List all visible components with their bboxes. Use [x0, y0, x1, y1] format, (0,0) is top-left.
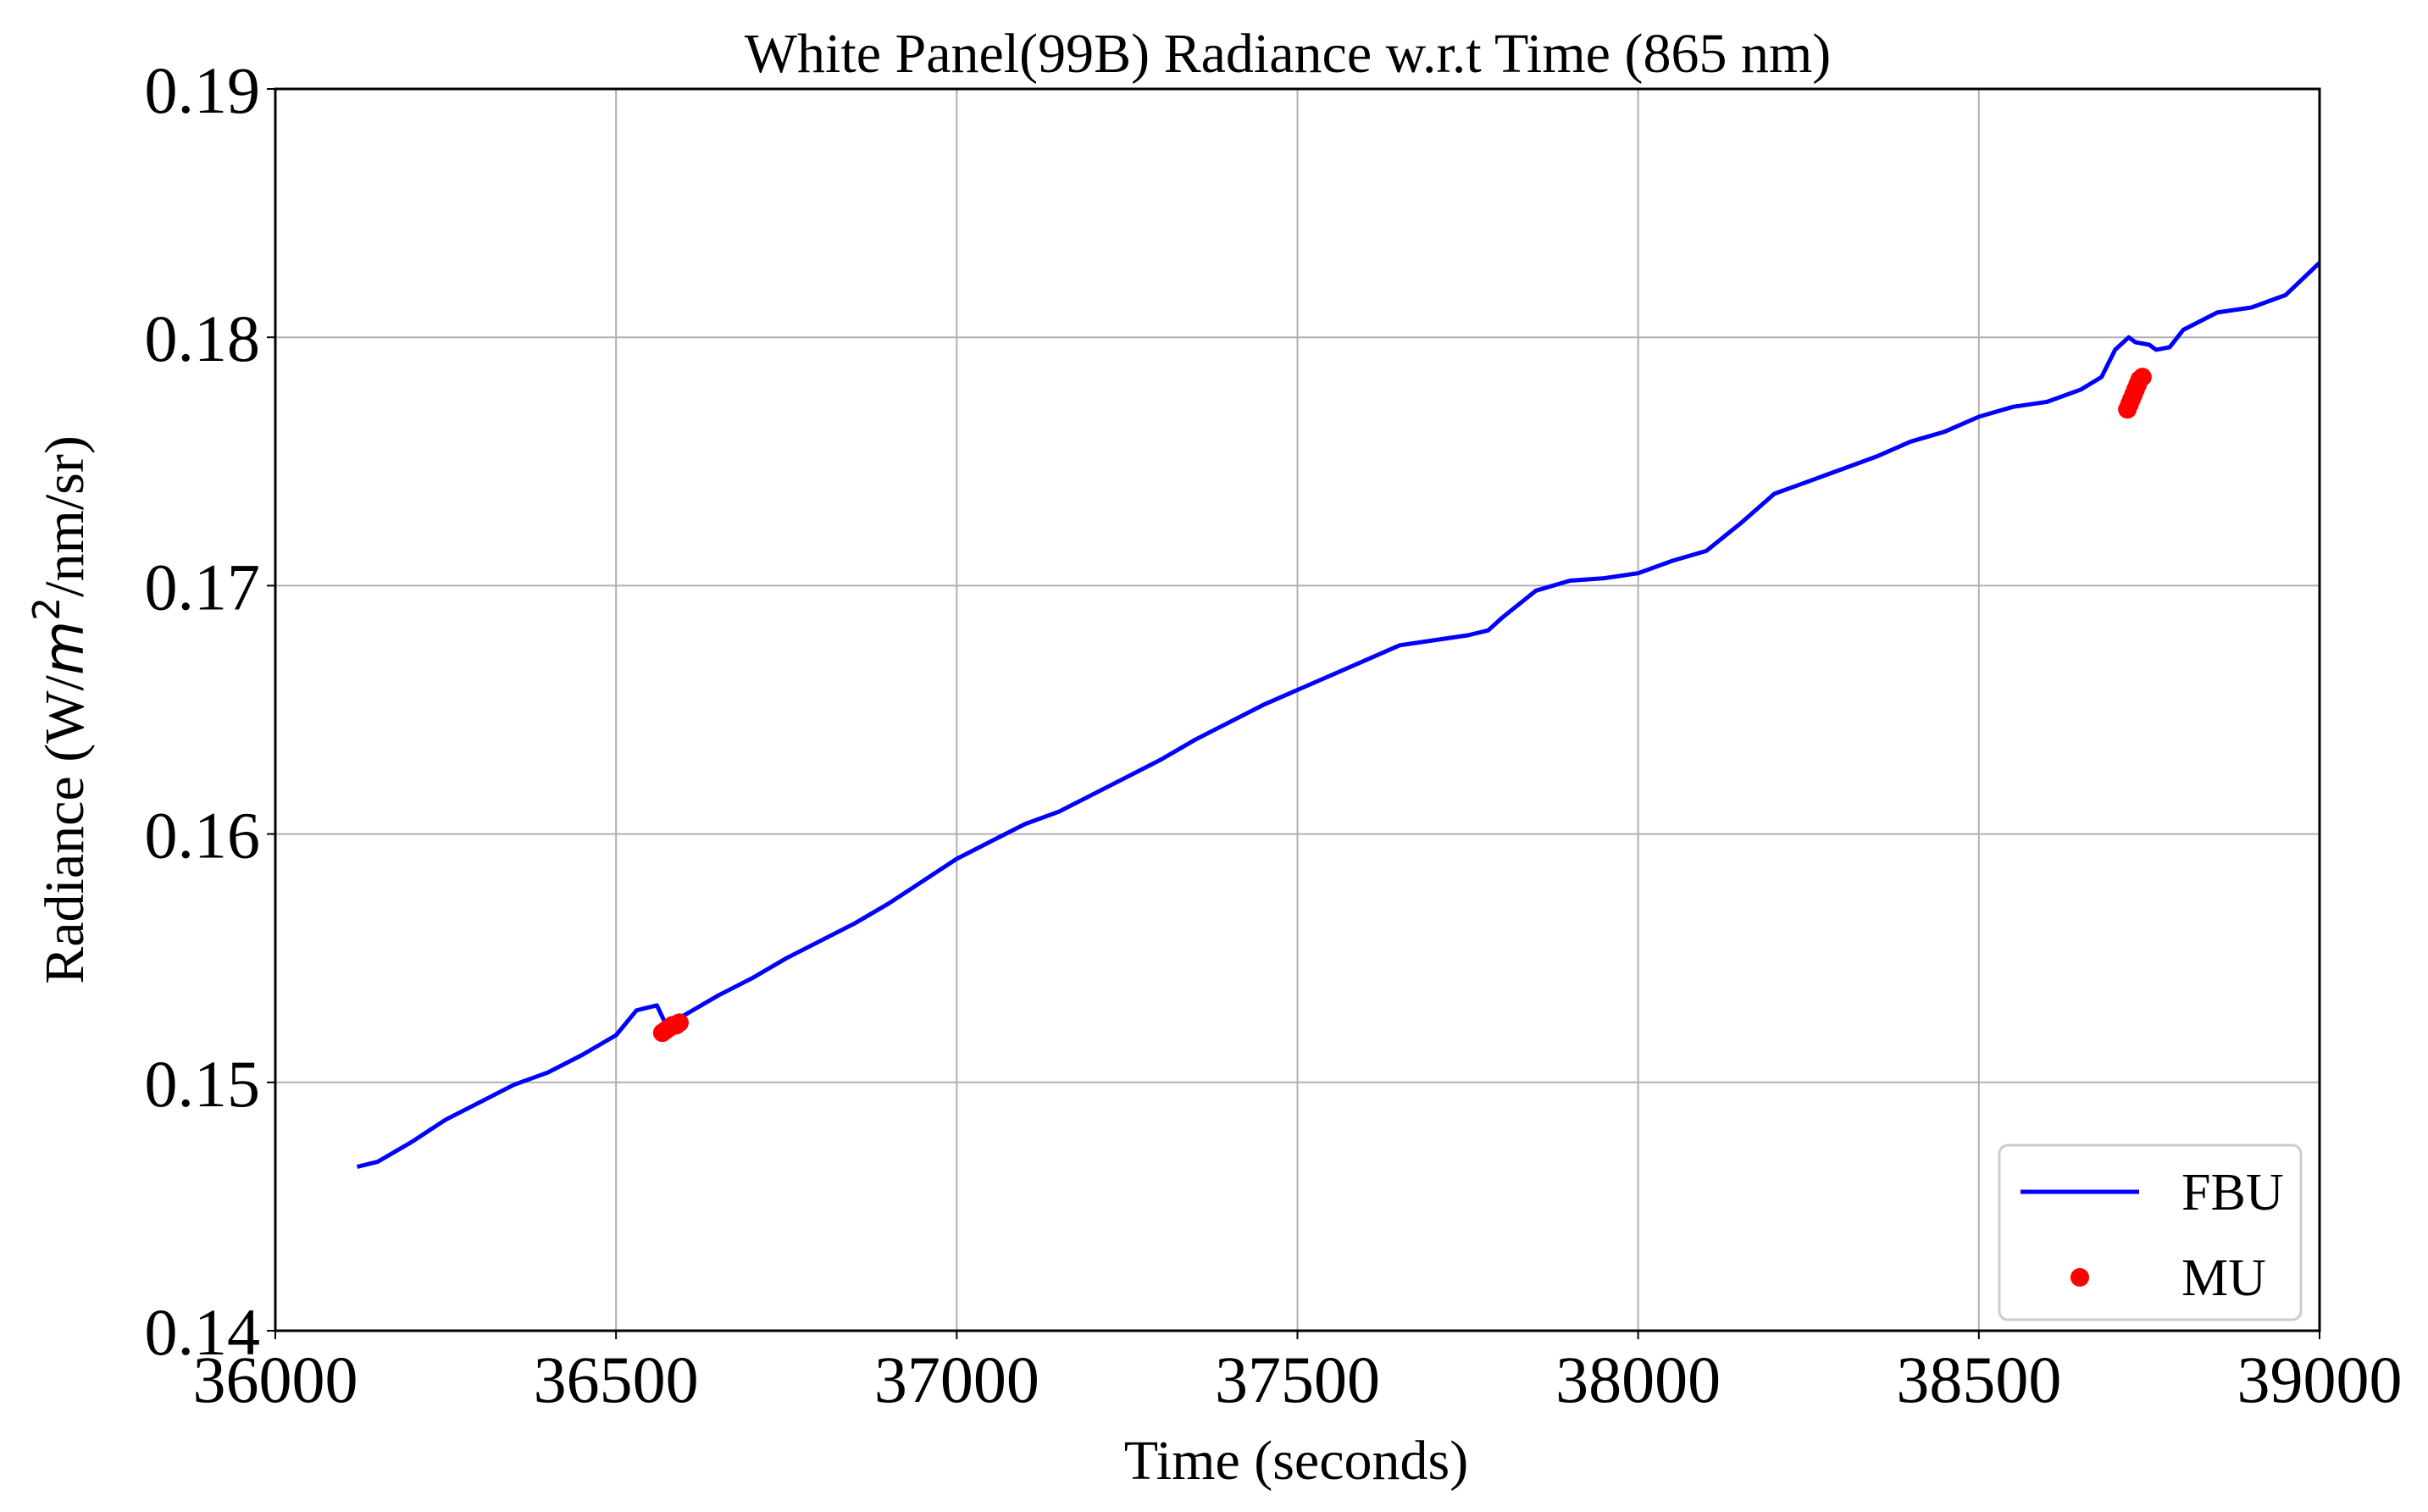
legend-mu-label: MU [2181, 1249, 2266, 1307]
tick-layer [267, 88, 2320, 1339]
y-tick-label: 0.17 [145, 550, 261, 623]
x-tick-labels: 36000 36500 37000 37500 38000 38500 39000 [193, 1343, 2403, 1416]
x-tick-label: 38500 [1896, 1343, 2061, 1416]
y-tick-label: 0.15 [145, 1047, 261, 1121]
y-axis-label: Radiance (W/m2/nm/sr) [25, 435, 97, 984]
x-tick-label: 39000 [2237, 1343, 2403, 1416]
legend: FBU MU [1998, 1144, 2303, 1321]
x-tick-label: 37000 [874, 1343, 1039, 1416]
x-tick-label: 38000 [1555, 1343, 1721, 1416]
legend-fbu-label: FBU [2181, 1164, 2284, 1221]
y-axis-label-superscript: 2 [25, 597, 69, 621]
y-axis-label-suffix: /nm/sr) [34, 435, 96, 597]
chart-title: White Panel(99B) Radiance w.r.t Time (86… [745, 23, 1832, 85]
data-point-mu [2132, 368, 2152, 387]
x-axis-label: Time (seconds) [1124, 1430, 1468, 1492]
y-tick-label: 0.19 [145, 53, 261, 127]
y-tick-label: 0.16 [145, 799, 261, 872]
y-tick-label: 0.18 [145, 302, 261, 375]
y-axis-label-prefix: Radiance (W/ [34, 674, 96, 983]
x-tick-label: 36500 [534, 1343, 699, 1416]
y-tick-label: 0.14 [145, 1295, 261, 1369]
y-tick-labels: 0.14 0.15 0.16 0.17 0.18 0.19 [145, 53, 261, 1369]
x-tick-label: 36000 [193, 1343, 358, 1416]
legend-mu-marker [2070, 1268, 2089, 1287]
series-layer [356, 261, 2321, 1169]
series-line-fbu [356, 261, 2321, 1169]
data-point-mu [669, 1013, 689, 1033]
y-axis-label-unit: m [31, 621, 97, 675]
x-tick-label: 37500 [1215, 1343, 1380, 1416]
